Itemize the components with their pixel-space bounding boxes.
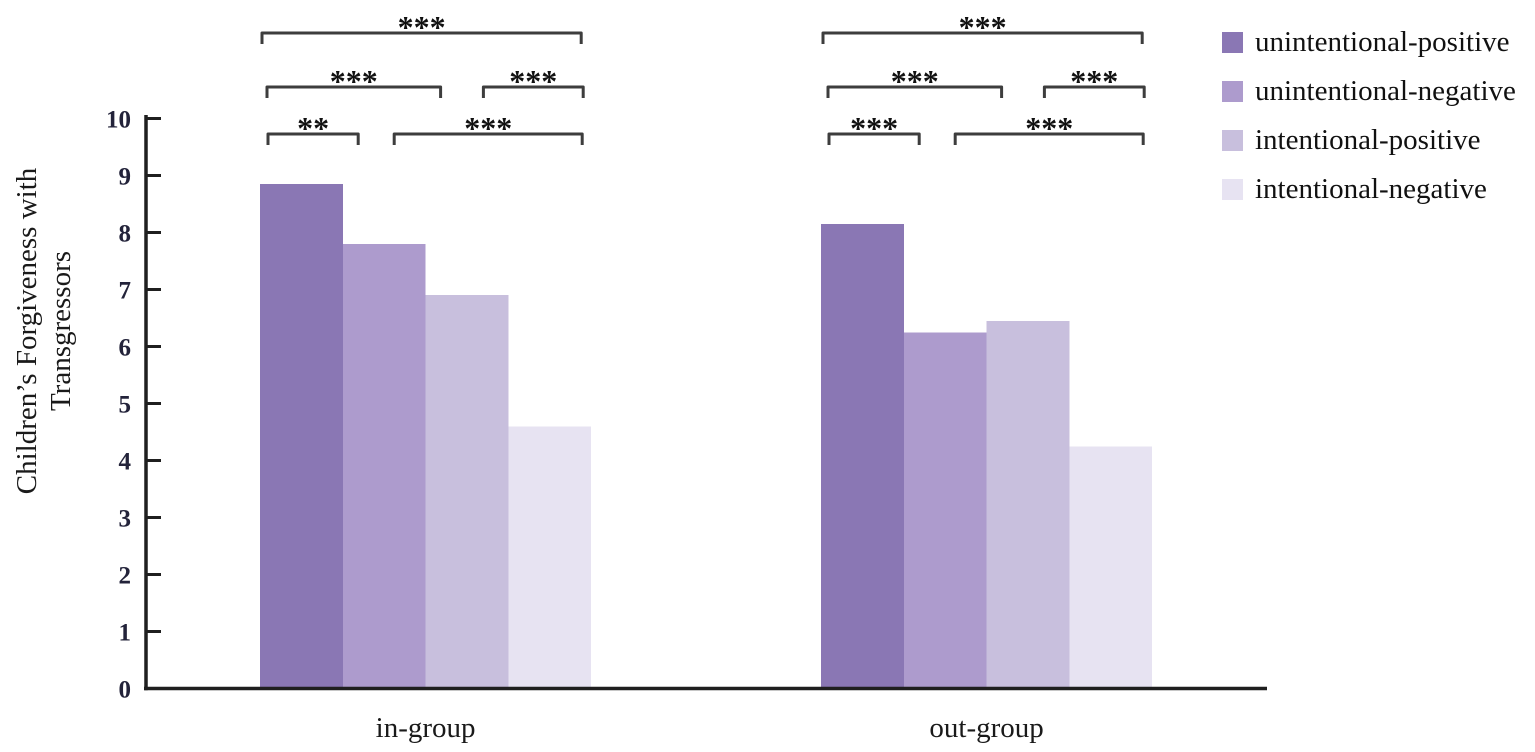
significance-bracket-in-group-3-4 — [481, 85, 585, 98]
legend-swatch-unintentional-positive — [1222, 31, 1243, 53]
significance-label-in-group-3-4: *** — [509, 63, 557, 99]
significance-label-in-group-2-4: *** — [464, 110, 512, 146]
y-tick-label-1: 1 — [119, 620, 132, 647]
significance-bracket-out-group-1-3 — [826, 85, 1004, 98]
significance-label-out-group-1-4: *** — [959, 9, 1007, 45]
legend-item-unintentional-positive: unintentional-positive — [1222, 26, 1516, 58]
y-tick-label-4: 4 — [119, 449, 132, 476]
significance-bracket-out-group-1-2 — [827, 132, 921, 145]
bar-out-group-intentional-positive — [986, 320, 1070, 689]
legend-swatch-intentional-negative — [1222, 178, 1243, 200]
y-tick-label-0: 0 — [119, 677, 132, 704]
bar-out-group-unintentional-positive — [821, 223, 904, 689]
bar-out-group-intentional-negative — [1069, 446, 1153, 689]
y-tick-label-2: 2 — [119, 563, 132, 590]
legend-label-intentional-positive: intentional-positive — [1255, 124, 1481, 156]
y-tick-label-3: 3 — [119, 506, 132, 533]
y-axis-title-line2: Transgressors — [45, 251, 77, 411]
legend-label-unintentional-positive: unintentional-positive — [1255, 26, 1510, 58]
y-tick-label-5: 5 — [119, 392, 132, 419]
significance-label-out-group-1-2: *** — [850, 110, 898, 146]
legend-swatch-unintentional-negative — [1222, 80, 1243, 102]
significance-bracket-in-group-1-3 — [265, 85, 443, 98]
legend: unintentional-positive unintentional-neg… — [1222, 26, 1516, 205]
significance-label-out-group-3-4: *** — [1070, 63, 1118, 99]
legend-item-intentional-positive: intentional-positive — [1222, 124, 1516, 156]
significance-bracket-in-group-2-4 — [392, 132, 584, 145]
legend-item-intentional-negative: intentional-negative — [1222, 173, 1516, 205]
legend-item-unintentional-negative: unintentional-negative — [1222, 75, 1516, 107]
bar-in-group-intentional-positive — [425, 295, 509, 689]
bar-in-group-unintentional-positive — [260, 184, 343, 689]
significance-label-out-group-1-3: *** — [891, 63, 939, 99]
y-tick-label-6: 6 — [119, 335, 132, 362]
y-tick-label-9: 9 — [119, 164, 132, 191]
significance-bracket-out-group-3-4 — [1042, 85, 1146, 98]
x-category-label-in-group: in-group — [376, 712, 476, 744]
significance-label-in-group-1-4: *** — [398, 9, 446, 45]
y-tick-label-7: 7 — [119, 278, 132, 305]
y-axis-title-line1: Children’s Forgiveness with — [11, 167, 43, 494]
bar-in-group-intentional-negative — [508, 426, 592, 689]
significance-bracket-out-group-1-4 — [821, 31, 1144, 44]
x-category-label-out-group: out-group — [929, 712, 1043, 744]
y-tick-label-8: 8 — [119, 221, 132, 248]
y-tick-label-10: 10 — [106, 107, 131, 134]
significance-bracket-in-group-1-2 — [266, 132, 360, 145]
significance-bracket-out-group-2-4 — [953, 132, 1145, 145]
significance-label-in-group-1-2: ** — [297, 110, 329, 146]
legend-label-intentional-negative: intentional-negative — [1255, 173, 1487, 205]
significance-bracket-in-group-1-4 — [260, 31, 583, 44]
significance-label-in-group-1-3: *** — [330, 63, 378, 99]
legend-label-unintentional-negative: unintentional-negative — [1255, 75, 1516, 107]
bar-out-group-unintentional-negative — [903, 332, 987, 689]
bar-in-group-unintentional-negative — [342, 243, 426, 689]
legend-swatch-intentional-positive — [1222, 129, 1243, 151]
significance-label-out-group-2-4: *** — [1025, 110, 1073, 146]
